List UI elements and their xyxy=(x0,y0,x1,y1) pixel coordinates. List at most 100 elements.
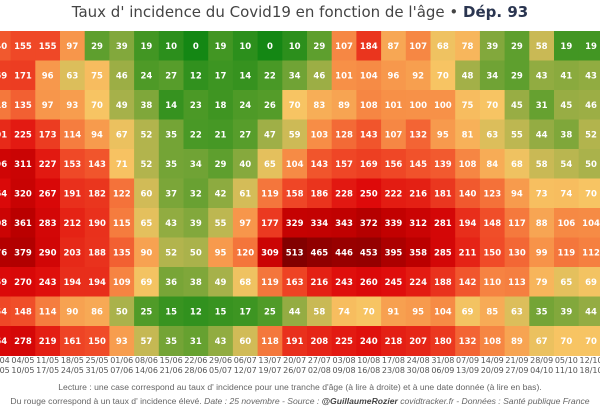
cell-fill xyxy=(430,267,456,297)
cell-fill xyxy=(84,31,110,61)
cell-fill xyxy=(504,267,530,297)
cell-fill xyxy=(183,119,209,150)
cell-value: 358 xyxy=(409,248,427,258)
cell-fill xyxy=(35,178,61,209)
cell-fill xyxy=(35,326,61,356)
heatmap-cell: 19 xyxy=(134,31,160,61)
heatmap-cell: 216 xyxy=(405,178,431,209)
cell-fill xyxy=(504,31,530,61)
cell-value: 29 xyxy=(91,42,103,52)
cell-value: 44 xyxy=(536,130,548,140)
heatmap-cell: 63 xyxy=(60,60,86,91)
cell-value: 29 xyxy=(215,160,227,170)
cell-value: 122 xyxy=(113,189,131,199)
heatmap-cell: 75 xyxy=(84,60,110,91)
cell-value: 143 xyxy=(360,130,378,140)
heatmap-cell: 55 xyxy=(208,208,234,238)
cell-value: 219 xyxy=(39,337,57,347)
heatmap-cell: 155 xyxy=(35,31,61,61)
x-tick-label-end: 26/07 xyxy=(283,366,306,375)
x-tick-label-end: 28/06 xyxy=(184,366,207,375)
heatmap-cell: 21 xyxy=(208,119,234,150)
cell-value: 114 xyxy=(63,130,81,140)
cell-value: 24 xyxy=(141,71,153,81)
cell-value: 182 xyxy=(88,189,106,199)
heatmap-cell: 181 xyxy=(430,178,456,209)
cell-fill xyxy=(405,149,431,179)
cell-fill xyxy=(479,178,506,209)
x-tick-label-end: 24/05 xyxy=(61,366,84,375)
x-tick-label-start: 31/08 xyxy=(431,356,454,365)
heatmap-cell: 250 xyxy=(356,178,382,209)
heatmap-cell: 89 xyxy=(331,90,357,120)
cell-fill xyxy=(10,326,36,356)
heatmap-cell: 115 xyxy=(109,208,135,238)
heatmap-cell: 31 xyxy=(529,90,555,120)
cell-fill xyxy=(307,31,333,61)
heatmap-cell: 194 xyxy=(455,208,481,238)
cell-fill xyxy=(455,60,481,91)
heatmap-cell: 86 xyxy=(84,296,110,327)
cell-value: 58 xyxy=(313,307,325,317)
cell-fill xyxy=(578,208,600,238)
x-tick-label-start: 21/09 xyxy=(505,356,528,365)
cell-fill xyxy=(0,237,12,268)
heatmap-cell: 29 xyxy=(307,31,333,61)
heatmap-cell: 0 xyxy=(183,31,209,61)
cell-fill xyxy=(60,178,86,209)
cell-fill xyxy=(183,296,209,327)
footer-credits: Du rouge correspond à un taux d' inciden… xyxy=(0,396,600,407)
cell-fill xyxy=(307,149,333,179)
heatmap-cell: 65 xyxy=(134,208,160,238)
cell-fill xyxy=(84,208,110,238)
cell-value: 216 xyxy=(310,278,328,288)
heatmap-cell: 95 xyxy=(208,237,234,268)
cell-value: 339 xyxy=(385,219,403,229)
cell-fill xyxy=(84,149,110,179)
heatmap-cell: 19 xyxy=(208,31,234,61)
cell-value: 10 xyxy=(165,42,177,52)
cell-fill xyxy=(109,237,135,268)
cell-value: 106 xyxy=(557,219,575,229)
heatmap-cell: 139 xyxy=(430,149,456,179)
cell-fill xyxy=(232,119,259,150)
cell-value: 139 xyxy=(434,160,452,170)
cell-fill xyxy=(356,149,382,179)
cell-fill xyxy=(554,119,580,150)
cell-value: 42 xyxy=(215,189,227,199)
cell-value: 115 xyxy=(113,219,131,229)
cell-value: 155 xyxy=(14,42,32,52)
footer-reading-note: Lecture : une case correspond au taux d'… xyxy=(58,382,542,392)
heatmap-cell: 119 xyxy=(257,178,283,209)
x-tick-label-end: 09/08 xyxy=(333,366,356,375)
cell-fill xyxy=(208,178,234,209)
cell-value: 250 xyxy=(360,189,378,199)
cell-value: 104 xyxy=(434,307,452,317)
cell-fill xyxy=(84,178,110,209)
cell-value: 24 xyxy=(239,101,251,111)
cell-value: 130 xyxy=(508,248,526,258)
heatmap-cell: 14 xyxy=(232,60,259,91)
cell-value: 227 xyxy=(39,160,57,170)
cell-value: 67 xyxy=(116,130,128,140)
cell-fill xyxy=(529,326,555,356)
heatmap-cell: 44 xyxy=(578,296,600,327)
heatmap-cell: 135 xyxy=(109,237,135,268)
cell-value: 70 xyxy=(585,337,597,347)
heatmap-cell: 39 xyxy=(109,31,135,61)
cell-value: 29 xyxy=(511,42,523,52)
heatmap-cell: 83 xyxy=(307,90,333,120)
cell-value: 49 xyxy=(215,278,227,288)
heatmap-cell: 227 xyxy=(35,149,61,179)
cell-fill xyxy=(10,90,36,120)
cell-value: 12 xyxy=(190,307,202,317)
cell-fill xyxy=(10,237,36,268)
cell-fill xyxy=(331,326,357,356)
cell-value: 87 xyxy=(388,42,400,52)
cell-fill xyxy=(158,267,184,297)
heatmap-cell: 329 xyxy=(282,208,308,238)
cell-value: 19 xyxy=(141,42,153,52)
cell-fill xyxy=(0,31,12,61)
heatmap-cell: 47 xyxy=(257,119,283,150)
cell-fill xyxy=(282,119,308,150)
